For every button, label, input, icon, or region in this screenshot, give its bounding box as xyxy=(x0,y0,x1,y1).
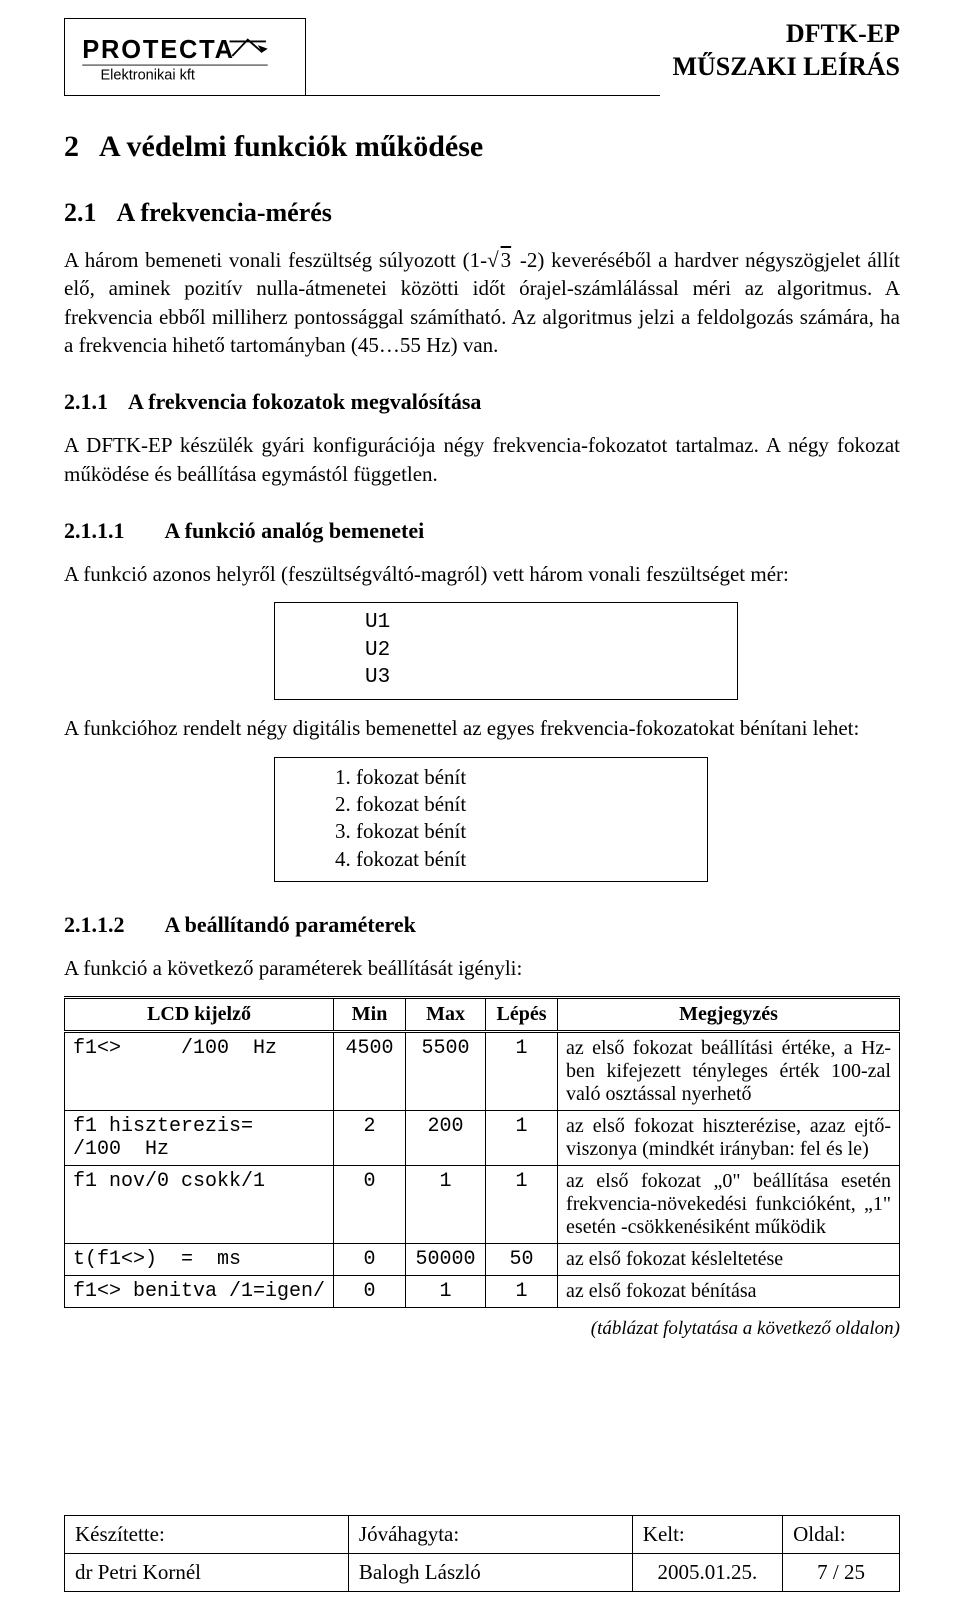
sqrt-expr: √3 xyxy=(487,248,513,272)
cell-note: az első fokozat késleltetése xyxy=(558,1244,900,1276)
th-max: Max xyxy=(406,998,486,1032)
doc-title: DFTK-EP MŰSZAKI LEÍRÁS xyxy=(660,18,900,96)
digital-inputs-box: 1. fokozat bénít 2. fokozat bénít 3. fok… xyxy=(274,757,708,882)
heading-1: 2 A védelmi funkciók működése xyxy=(64,130,900,164)
cell-step: 50 xyxy=(486,1244,558,1276)
heading-4a-num: 2.1.1.1 xyxy=(64,518,125,544)
paragraph-intro: A három bemeneti vonali feszültség súlyo… xyxy=(64,246,900,359)
svg-text:Elektronikai kft: Elektronikai kft xyxy=(100,68,195,84)
parameters-table: LCD kijelző Min Max Lépés Megjegyzés f1<… xyxy=(64,996,900,1308)
heading-2: 2.1 A frekvencia-mérés xyxy=(64,198,900,228)
heading-3a: 2.1.1 A frekvencia fokozatok megvalósítás… xyxy=(64,389,900,415)
heading-4a: 2.1.1.1 A funkció analóg bemenetei xyxy=(64,518,900,544)
cell-step: 1 xyxy=(486,1032,558,1111)
cell-min: 0 xyxy=(334,1166,406,1244)
digital-input-2: 2. fokozat bénít xyxy=(335,791,695,818)
page-footer: Készítette: Jóváhagyta: Kelt: Oldal: dr … xyxy=(64,1515,900,1592)
cell-note: az első fokozat beállítási értéke, a Hz-… xyxy=(558,1032,900,1111)
heading-4b-title: A beállítandó paraméterek xyxy=(165,912,416,937)
table-row: f1<> benitva /1=igen/ 0 1 1 az első foko… xyxy=(65,1276,900,1308)
cell-max: 200 xyxy=(406,1111,486,1166)
paragraph-4: A funkcióhoz rendelt négy digitális beme… xyxy=(64,714,900,742)
footer-v-approved: Balogh László xyxy=(348,1554,632,1592)
footer-h-approved: Jóváhagyta: xyxy=(348,1516,632,1554)
cell-lcd: t(f1<>) = ms xyxy=(65,1244,334,1276)
protecta-logo-svg: PROTECTA Elektronikai kft xyxy=(75,27,275,85)
analog-inputs-box: U1 U2 U3 xyxy=(274,602,738,700)
doc-code: DFTK-EP xyxy=(672,18,900,51)
analog-input-u2: U2 xyxy=(365,637,725,664)
p1-text-a: A három bemeneti vonali feszültség súlyo… xyxy=(64,248,487,272)
heading-2-num: 2.1 xyxy=(64,198,97,228)
brand-logo: PROTECTA Elektronikai kft xyxy=(64,18,306,96)
footer-v-date: 2005.01.25. xyxy=(632,1554,782,1592)
footer-h-date: Kelt: xyxy=(632,1516,782,1554)
table-row: t(f1<>) = ms 0 50000 50 az első fokozat … xyxy=(65,1244,900,1276)
cell-min: 4500 xyxy=(334,1032,406,1111)
footer-h-page: Oldal: xyxy=(783,1516,900,1554)
table-row: f1 hiszterezis= /100 Hz 2 200 1 az első … xyxy=(65,1111,900,1166)
page-header: PROTECTA Elektronikai kft DFTK-EP MŰSZAK… xyxy=(64,18,900,96)
th-lcd: LCD kijelző xyxy=(65,998,334,1032)
cell-note: az első fokozat bénítása xyxy=(558,1276,900,1308)
cell-lcd: f1<> benitva /1=igen/ xyxy=(65,1276,334,1308)
cell-step: 1 xyxy=(486,1276,558,1308)
heading-4a-title: A funkció analóg bemenetei xyxy=(165,518,425,543)
cell-lcd: f1<> /100 Hz xyxy=(65,1032,334,1111)
cell-max: 1 xyxy=(406,1276,486,1308)
heading-2-title: A frekvencia-mérés xyxy=(117,198,332,227)
table-continuation-note: (táblázat folytatása a következő oldalon… xyxy=(64,1318,900,1340)
cell-max: 5500 xyxy=(406,1032,486,1111)
analog-input-u1: U1 xyxy=(365,609,725,636)
cell-step: 1 xyxy=(486,1166,558,1244)
digital-input-1: 1. fokozat bénít xyxy=(335,764,695,791)
cell-min: 2 xyxy=(334,1111,406,1166)
cell-step: 1 xyxy=(486,1111,558,1166)
doc-subtitle: MŰSZAKI LEÍRÁS xyxy=(672,51,900,84)
digital-input-4: 4. fokozat bénít xyxy=(335,846,695,873)
heading-4b-num: 2.1.1.2 xyxy=(64,912,125,938)
paragraph-3: A funkció azonos helyről (feszültségvált… xyxy=(64,560,900,588)
heading-1-title: A védelmi funkciók működése xyxy=(99,130,483,163)
table-row: f1<> /100 Hz 4500 5500 1 az első fokozat… xyxy=(65,1032,900,1111)
heading-3a-num: 2.1.1 xyxy=(64,389,108,415)
footer-table: Készítette: Jóváhagyta: Kelt: Oldal: dr … xyxy=(64,1515,900,1592)
cell-lcd: f1 nov/0 csokk/1 xyxy=(65,1166,334,1244)
th-note: Megjegyzés xyxy=(558,998,900,1032)
cell-max: 50000 xyxy=(406,1244,486,1276)
footer-v-page: 7 / 25 xyxy=(783,1554,900,1592)
analog-input-u3: U3 xyxy=(365,664,725,691)
footer-value-row: dr Petri Kornél Balogh László 2005.01.25… xyxy=(65,1554,900,1592)
th-step: Lépés xyxy=(486,998,558,1032)
heading-1-num: 2 xyxy=(64,130,79,164)
paragraph-5: A funkció a következő paraméterek beállí… xyxy=(64,954,900,982)
footer-h-author: Készítette: xyxy=(65,1516,349,1554)
cell-lcd: f1 hiszterezis= /100 Hz xyxy=(65,1111,334,1166)
heading-4b: 2.1.1.2 A beállítandó paraméterek xyxy=(64,912,900,938)
cell-note: az első fokozat „0" beállítása esetén fr… xyxy=(558,1166,900,1244)
paragraph-2: A DFTK-EP készülék gyári konfigurációja … xyxy=(64,431,900,488)
footer-header-row: Készítette: Jóváhagyta: Kelt: Oldal: xyxy=(65,1516,900,1554)
cell-max: 1 xyxy=(406,1166,486,1244)
cell-min: 0 xyxy=(334,1244,406,1276)
heading-3a-title: A frekvencia fokozatok megvalósítása xyxy=(128,389,481,414)
cell-note: az első fokozat hiszterézise, azaz ejtő-… xyxy=(558,1111,900,1166)
th-min: Min xyxy=(334,998,406,1032)
table-header-row: LCD kijelző Min Max Lépés Megjegyzés xyxy=(65,998,900,1032)
cell-min: 0 xyxy=(334,1276,406,1308)
table-row: f1 nov/0 csokk/1 0 1 1 az első fokozat „… xyxy=(65,1166,900,1244)
sqrt-radicand: 3 xyxy=(499,248,514,272)
header-rule xyxy=(306,52,660,96)
svg-text:PROTECTA: PROTECTA xyxy=(82,36,235,64)
digital-input-3: 3. fokozat bénít xyxy=(335,818,695,845)
footer-v-author: dr Petri Kornél xyxy=(65,1554,349,1592)
